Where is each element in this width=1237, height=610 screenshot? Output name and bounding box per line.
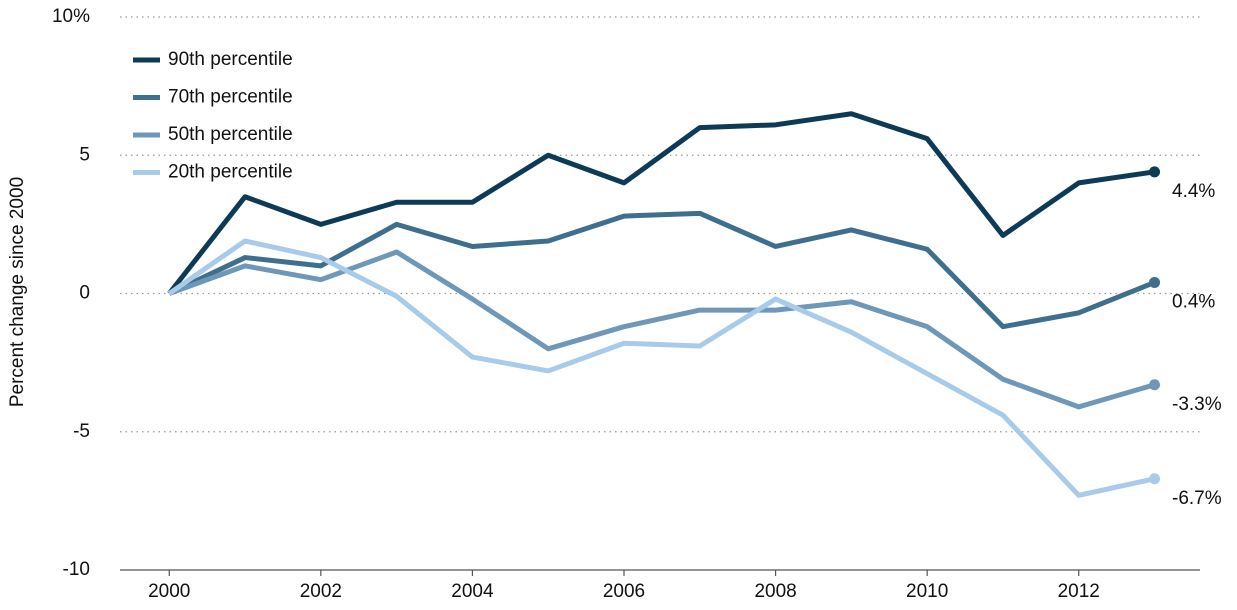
y-tick-label: 10% <box>52 6 90 27</box>
value-label: -3.3% <box>1172 394 1222 415</box>
legend-label: 70th percentile <box>168 87 293 108</box>
x-tick-label: 2008 <box>754 581 796 602</box>
legend-label: 20th percentile <box>168 162 293 183</box>
value-label: -6.7% <box>1172 488 1222 509</box>
legend-label: 50th percentile <box>168 124 293 145</box>
series-line <box>168 249 1156 410</box>
y-tick-label: 0 <box>79 283 90 304</box>
series-line <box>167 238 1156 498</box>
x-tick-label: 2012 <box>1058 581 1100 602</box>
x-tick-label: 2006 <box>603 581 645 602</box>
x-tick-label: 2000 <box>148 581 190 602</box>
x-tick-label: 2010 <box>906 581 948 602</box>
end-point <box>1149 379 1161 391</box>
y-tick-label: -5 <box>73 421 90 442</box>
value-label: 4.4% <box>1172 181 1215 202</box>
y-tick-label: 5 <box>79 144 90 165</box>
x-tick-label: 2004 <box>451 581 494 602</box>
end-point <box>1149 276 1161 288</box>
y-tick-label: -10 <box>63 559 90 580</box>
value-label: 0.4% <box>1172 291 1215 312</box>
series-line <box>167 111 1155 296</box>
end-point <box>1149 166 1161 178</box>
y-axis-title: Percent change since 2000 <box>7 177 28 407</box>
end-point <box>1149 473 1161 485</box>
legend-label: 90th percentile <box>168 49 293 70</box>
x-tick-label: 2002 <box>300 581 342 602</box>
series-line <box>168 210 1156 330</box>
